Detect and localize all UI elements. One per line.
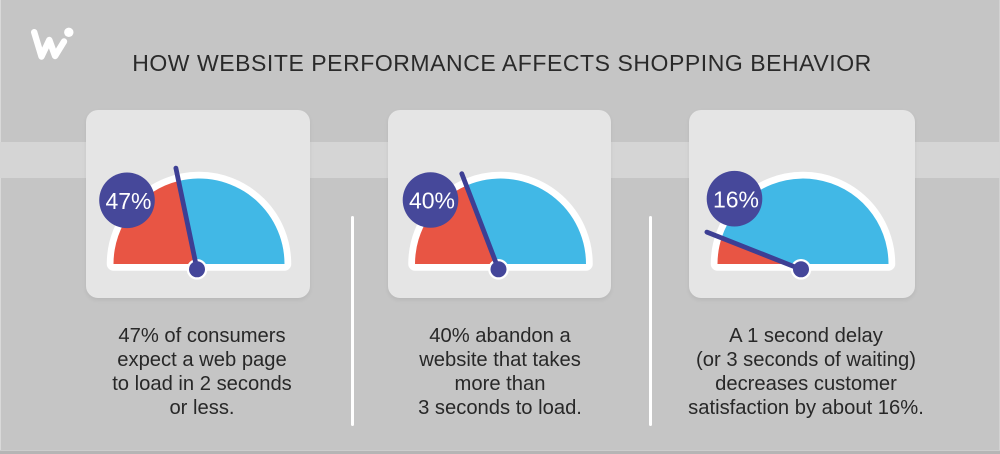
svg-text:16%: 16%: [713, 186, 759, 212]
svg-text:40%: 40%: [409, 188, 455, 214]
svg-text:47%: 47%: [105, 188, 151, 214]
